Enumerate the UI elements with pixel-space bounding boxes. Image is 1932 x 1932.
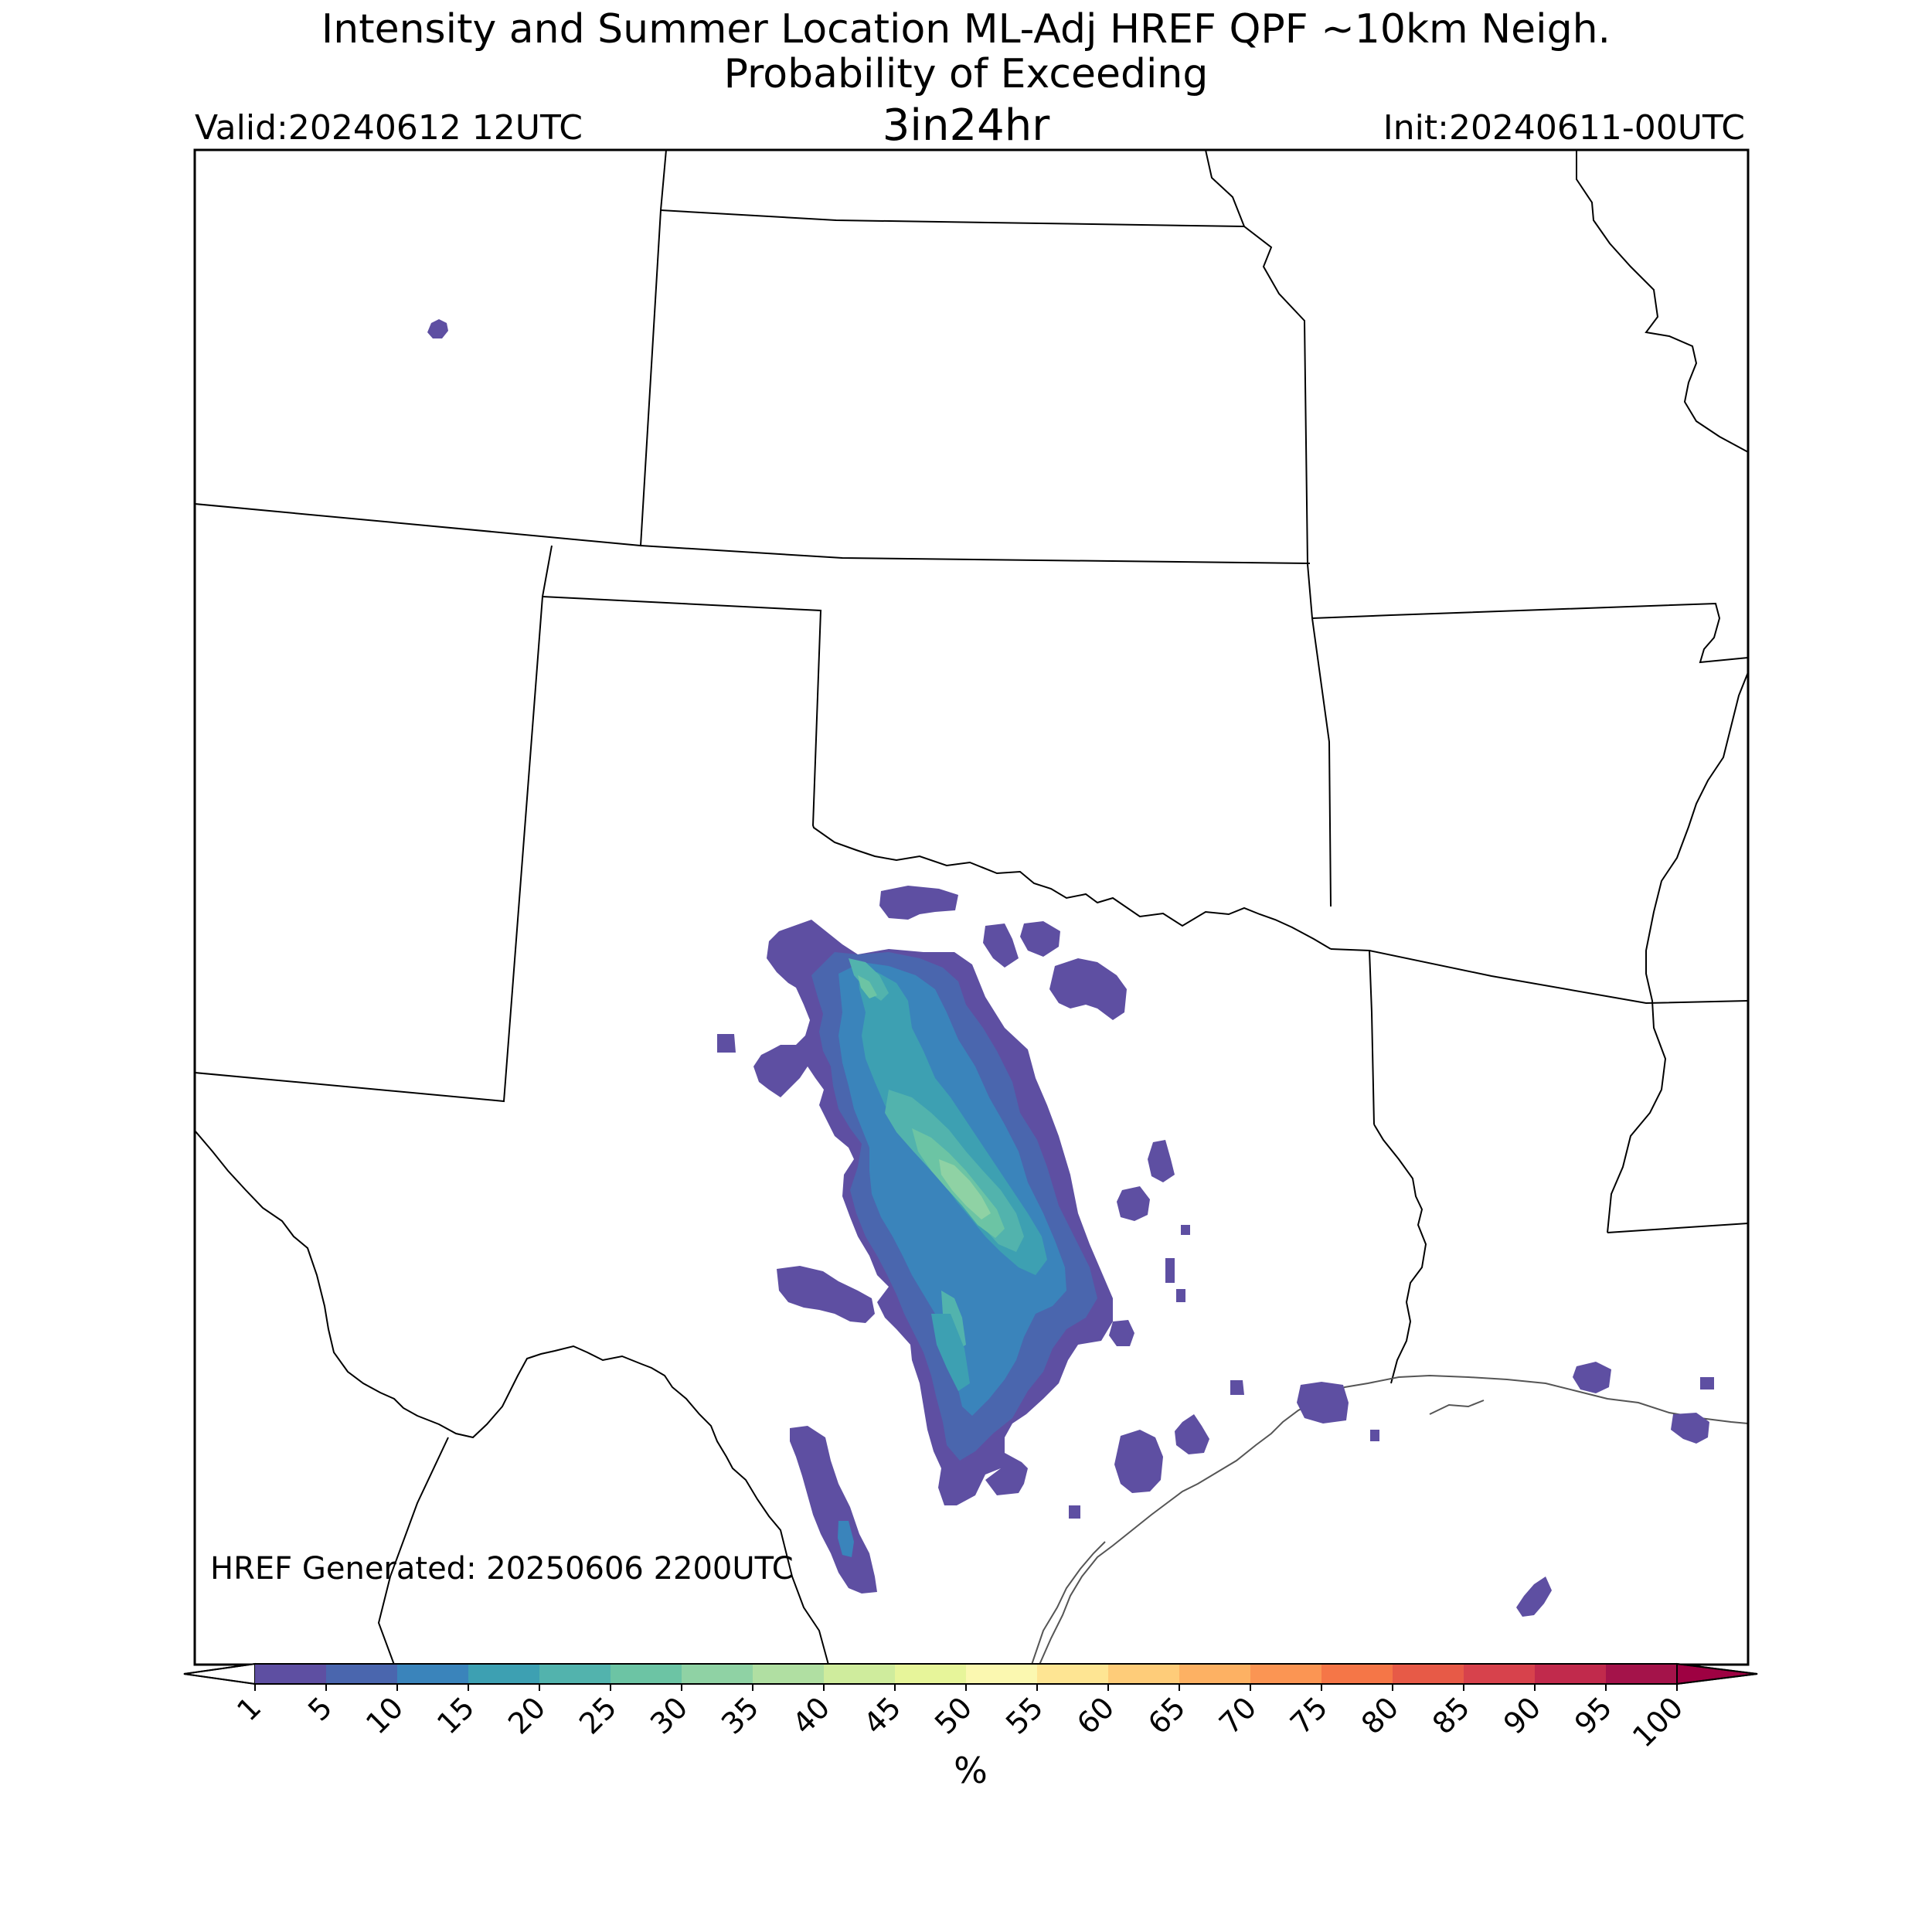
colorbar-tick-label: 60 — [1070, 1690, 1121, 1740]
chart-subtitle: Probability of Exceeding — [723, 51, 1209, 97]
colorbar-swatch — [966, 1664, 1038, 1684]
colorbar-swatch — [1179, 1664, 1251, 1684]
colorbar-unit: % — [954, 1750, 988, 1791]
probability-field — [427, 319, 1714, 1617]
probability-contour — [1165, 1258, 1175, 1283]
colorbar-swatch — [824, 1664, 896, 1684]
colorbar-tick-label: 35 — [715, 1690, 765, 1740]
probability-contour — [1069, 1505, 1080, 1519]
colorbar-swatch — [397, 1664, 469, 1684]
colorbar-tick-label: 95 — [1568, 1690, 1618, 1740]
colorbar-swatch — [1393, 1664, 1464, 1684]
probability-contour — [1181, 1225, 1190, 1235]
colorbar-tick-label: 85 — [1426, 1690, 1476, 1740]
colorbar-tick-label: 80 — [1355, 1690, 1405, 1740]
colorbar-swatch — [1108, 1664, 1180, 1684]
colorbar-swatch — [255, 1664, 327, 1684]
probability-contour — [1020, 921, 1060, 957]
probability-contour — [1370, 1430, 1379, 1441]
probability-contour — [1117, 1186, 1150, 1221]
colorbar-tick-label: 45 — [857, 1690, 907, 1740]
threshold-label: 3in24hr — [882, 100, 1050, 151]
probability-contour — [931, 1314, 970, 1391]
colorbar-tick-label: 20 — [502, 1690, 552, 1740]
probability-contour — [941, 1291, 966, 1351]
colorbar-under-extension — [183, 1662, 256, 1685]
probability-contour — [849, 958, 889, 1001]
colorbar-swatch — [1535, 1664, 1607, 1684]
colorbar-tick-label: 100 — [1626, 1690, 1689, 1753]
probability-contour — [777, 1266, 875, 1323]
colorbar-swatch — [1037, 1664, 1109, 1684]
chart-title: Intensity and Summer Location ML-Adj HRE… — [321, 6, 1611, 53]
probability-contour — [983, 923, 1019, 968]
colorbar-tick-label: 75 — [1284, 1690, 1334, 1740]
colorbar-tick-label: 65 — [1141, 1690, 1192, 1740]
colorbar-swatch — [1606, 1664, 1678, 1684]
probability-contour — [879, 886, 958, 920]
colorbar-swatch — [1321, 1664, 1393, 1684]
colorbar-swatch — [682, 1664, 753, 1684]
probability-contour — [858, 975, 877, 998]
colorbar-tick-label: 10 — [359, 1690, 410, 1740]
probability-contour — [1114, 1430, 1163, 1493]
probability-contour — [939, 1159, 991, 1219]
colorbar-swatch — [895, 1664, 967, 1684]
colorbar-tick-label: 90 — [1497, 1690, 1547, 1740]
probability-contour — [790, 1426, 877, 1594]
colorbar-swatch — [1250, 1664, 1322, 1684]
coastline — [1031, 1374, 1748, 1665]
probability-contour — [1176, 1289, 1185, 1302]
probability-contour — [1175, 1414, 1209, 1454]
colorbar-swatch — [611, 1664, 682, 1684]
probability-contour — [838, 1521, 854, 1557]
init-time: Init:20240611-00UTC — [1383, 108, 1745, 148]
probability-contour — [1297, 1382, 1349, 1423]
probability-contour — [1700, 1377, 1714, 1389]
valid-time: Valid:20240612 12UTC — [195, 108, 583, 148]
probability-contour — [1148, 1140, 1175, 1182]
colorbar-over-extension — [1676, 1662, 1758, 1685]
probability-contour — [1049, 958, 1127, 1020]
probability-contour — [427, 319, 448, 338]
probability-contour — [717, 1034, 736, 1053]
generated-label: HREF Generated: 20250606 2200UTC — [210, 1551, 794, 1587]
colorbar-ticks: 1 5 10 15 20 25 30 35 40 45 50 55 60 65 70 75 80 85 90 95 10… — [230, 1684, 1689, 1754]
colorbar-tick-label: 40 — [786, 1690, 836, 1740]
probability-contour — [1573, 1362, 1611, 1393]
colorbar-tick-label: 55 — [999, 1690, 1049, 1740]
colorbar-tick-label: 50 — [928, 1690, 978, 1740]
colorbar-tick-label: 15 — [430, 1690, 481, 1740]
probability-contour — [1230, 1380, 1244, 1395]
probability-contour — [1671, 1413, 1709, 1444]
colorbar-swatch — [539, 1664, 611, 1684]
colorbar-swatch — [1464, 1664, 1536, 1684]
colorbar-tick-label: 1 — [230, 1690, 267, 1727]
colorbar-tick-label: 25 — [573, 1690, 623, 1740]
colorbar — [183, 1662, 1758, 1685]
colorbar-swatch — [326, 1664, 398, 1684]
colorbar-tick-label: 30 — [644, 1690, 694, 1740]
colorbar-swatch — [468, 1664, 540, 1684]
probability-contour — [1109, 1320, 1134, 1346]
colorbar-swatch — [753, 1664, 825, 1684]
colorbar-tick-label: 5 — [301, 1690, 338, 1727]
state-borders — [195, 150, 1748, 1665]
probability-contour — [1516, 1577, 1552, 1617]
colorbar-tick-label: 70 — [1213, 1690, 1263, 1740]
